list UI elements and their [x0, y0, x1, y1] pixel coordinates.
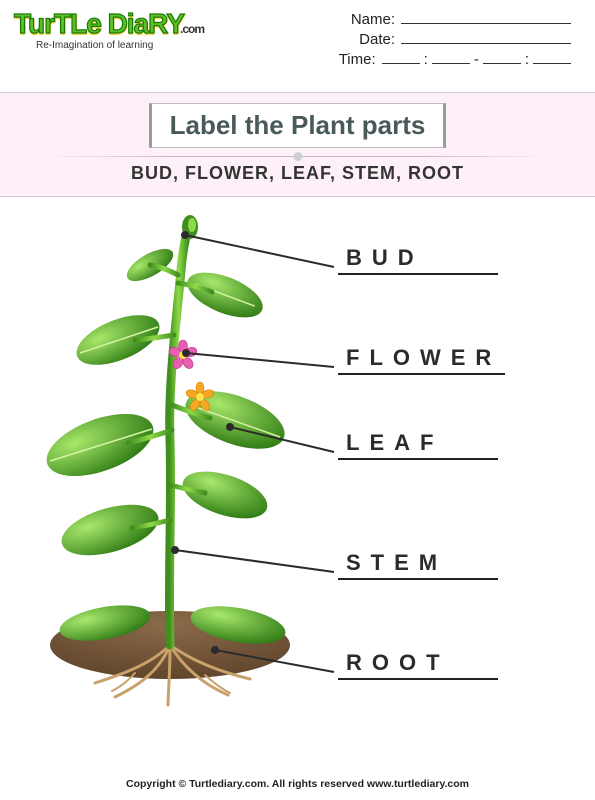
stem-icon [169, 229, 188, 645]
title-divider [42, 156, 554, 157]
logo: TurTLe DiaRY.com Re-Imagination of learn… [14, 10, 244, 51]
time-colon-1: : [424, 51, 428, 68]
header: TurTLe DiaRY.com Re-Imagination of learn… [0, 0, 595, 74]
time-blank-1[interactable] [382, 50, 420, 64]
time-blank-4[interactable] [533, 50, 571, 64]
answer-leaf[interactable]: LEAF [338, 430, 498, 460]
plant-illustration [0, 205, 595, 725]
time-dash: - [474, 51, 479, 68]
name-row: Name: [339, 10, 571, 28]
time-label: Time: [339, 51, 376, 68]
time-colon-2: : [525, 51, 529, 68]
date-blank[interactable] [401, 30, 571, 44]
word-bank: BUD, FLOWER, LEAF, STEM, ROOT [0, 163, 595, 184]
logo-brand-text: TurTLe DiaRY [14, 8, 184, 39]
name-label: Name: [351, 11, 395, 28]
bud-highlight-icon [188, 218, 196, 232]
logo-brand: TurTLe DiaRY.com [14, 10, 244, 38]
time-blank-3[interactable] [483, 50, 521, 64]
pointer-flower [186, 353, 334, 367]
pointer-bud [185, 235, 334, 267]
answer-root[interactable]: ROOT [338, 650, 498, 680]
worksheet-meta: Name: Date: Time: : - : [339, 10, 571, 70]
footer-copyright: Copyright © Turtlediary.com. All rights … [0, 778, 595, 790]
logo-dotcom: .com [180, 22, 204, 36]
answer-stem[interactable]: STEM [338, 550, 498, 580]
plant-diagram: BUD FLOWER LEAF STEM ROOT [0, 205, 595, 725]
logo-tagline: Re-Imagination of learning [36, 40, 244, 51]
date-label: Date: [359, 31, 395, 48]
answer-bud[interactable]: BUD [338, 245, 498, 275]
answer-flower[interactable]: FLOWER [338, 345, 505, 375]
time-row: Time: : - : [339, 50, 571, 68]
pointer-stem [175, 550, 334, 572]
date-row: Date: [339, 30, 571, 48]
worksheet-title: Label the Plant parts [149, 103, 447, 148]
name-blank[interactable] [401, 10, 571, 24]
title-band: Label the Plant parts BUD, FLOWER, LEAF,… [0, 92, 595, 197]
time-blank-2[interactable] [432, 50, 470, 64]
